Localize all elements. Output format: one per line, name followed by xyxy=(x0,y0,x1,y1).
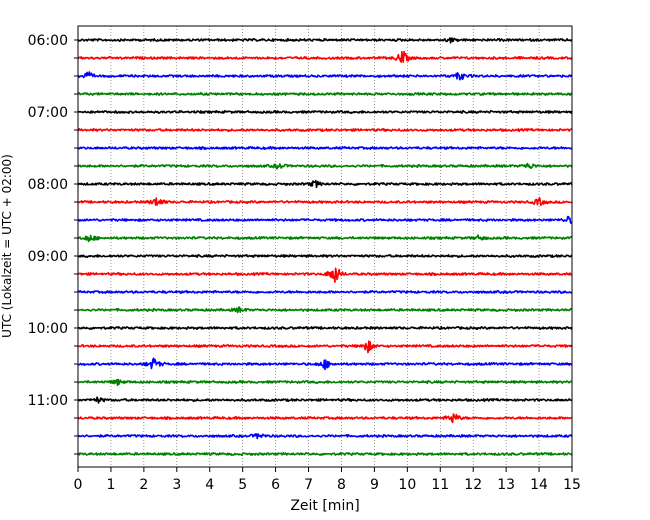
x-tick-label-10: 10 xyxy=(398,477,416,493)
x-tick-label-2: 2 xyxy=(139,477,148,493)
y-tick-label-0600: 06:00 xyxy=(28,33,68,49)
trace-0645 xyxy=(77,91,573,96)
y-tick-label-0900: 09:00 xyxy=(28,249,68,265)
x-tick-label-11: 11 xyxy=(431,477,449,493)
x-tick-label-9: 9 xyxy=(370,477,379,493)
x-axis: 0 1 2 3 4 5 6 7 8 9 10 11 12 13 14 15 xyxy=(74,467,581,493)
plot-background xyxy=(78,26,572,467)
trace-1015 xyxy=(77,340,573,354)
trace-1100 xyxy=(77,396,573,404)
x-tick-label-14: 14 xyxy=(530,477,548,493)
trace-0945 xyxy=(77,306,573,314)
trace-0615 xyxy=(77,50,573,63)
x-tick-label-8: 8 xyxy=(337,477,346,493)
trace-0600 xyxy=(77,37,573,44)
trace-0730 xyxy=(77,145,573,151)
y-tick-label-0800: 08:00 xyxy=(28,177,68,193)
y-tick-label-1000: 10:00 xyxy=(28,321,68,337)
x-tick-label-6: 6 xyxy=(271,477,280,493)
y-axis-label: UTC (Lokalzeit = UTC + 02:00) xyxy=(0,154,14,338)
y-tick-label-1100: 11:00 xyxy=(28,393,68,409)
x-tick-label-7: 7 xyxy=(304,477,313,493)
plot-frame xyxy=(77,25,573,468)
trace-0930 xyxy=(77,289,573,294)
x-tick-label-13: 13 xyxy=(497,477,515,493)
x-tick-label-1: 1 xyxy=(106,477,115,493)
trace-1000 xyxy=(77,326,573,330)
trace-0900 xyxy=(77,254,573,259)
x-tick-label-15: 15 xyxy=(563,477,581,493)
trace-0815 xyxy=(77,196,573,206)
x-tick-label-5: 5 xyxy=(238,477,247,493)
y-tick-label-0700: 07:00 xyxy=(28,105,68,121)
trace-0630 xyxy=(77,71,573,81)
x-axis-label: Zeit [min] xyxy=(290,498,359,514)
x-tick-label-0: 0 xyxy=(74,477,83,493)
trace-1045 xyxy=(77,378,573,387)
trace-0745 xyxy=(77,162,573,170)
trace-0915 xyxy=(77,267,573,283)
trace-1030 xyxy=(77,357,573,371)
traces xyxy=(77,37,573,456)
trace-0845 xyxy=(77,234,573,243)
trace-0800 xyxy=(77,179,573,189)
x-tick-label-3: 3 xyxy=(172,477,181,493)
x-tick-label-4: 4 xyxy=(205,477,214,493)
trace-1145 xyxy=(77,452,573,456)
trace-0830 xyxy=(77,215,573,224)
trace-1130 xyxy=(77,433,573,440)
trace-0715 xyxy=(77,128,573,133)
trace-1115 xyxy=(77,413,573,424)
x-tick-label-12: 12 xyxy=(464,477,482,493)
y-axis: 06:00 07:00 08:00 09:00 10:00 11:00 xyxy=(28,33,78,455)
trace-0700 xyxy=(77,110,573,114)
